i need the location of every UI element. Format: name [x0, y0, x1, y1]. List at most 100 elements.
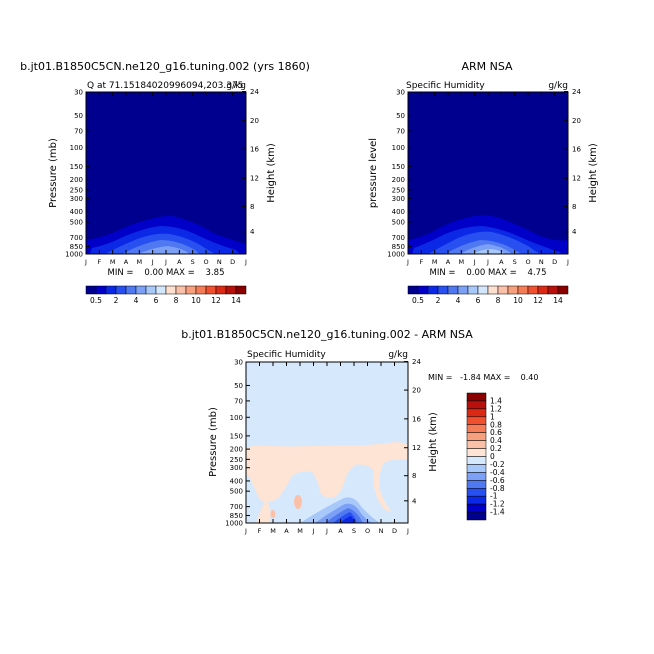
y-tick-label: 500	[70, 218, 83, 226]
y-tick-label: 30	[74, 89, 83, 97]
y-tick-label: 300	[230, 464, 243, 472]
colorbar-label: 14	[553, 296, 563, 305]
colorbar-label: 6	[154, 296, 159, 305]
colorbar-swatch	[477, 285, 489, 295]
panel-subtitle-right: g/kg	[388, 350, 408, 360]
colorbar-label: 0.5	[412, 296, 424, 305]
min-max-stats: MIN = 0.00 MAX = 3.85	[108, 268, 225, 278]
y-tick-label: 700	[230, 503, 243, 511]
y-tick-label-right: 8	[250, 203, 254, 211]
x-tick-label: J	[244, 258, 247, 266]
colorbar-swatch	[195, 285, 207, 295]
y-tick-label: 100	[230, 414, 243, 422]
y-tick-label: 70	[74, 128, 83, 136]
x-tick-label: S	[352, 527, 356, 535]
colorbar-swatch	[487, 285, 499, 295]
y-axis-label-right: Height (km)	[588, 143, 599, 203]
min-max-stats: MIN = 0.00 MAX = 4.75	[430, 268, 547, 278]
x-tick-label: J	[164, 258, 167, 266]
y-tick-label: 100	[70, 144, 83, 152]
colorbar-swatch	[225, 285, 237, 295]
y-tick-label: 850	[230, 512, 243, 520]
colorbar-label: 2	[436, 296, 441, 305]
colorbar-label: -1.2	[490, 500, 505, 509]
colorbar-swatch	[115, 285, 127, 295]
x-tick-label: D	[230, 258, 235, 266]
colorbar-swatch	[466, 472, 487, 481]
colorbar-top-observation: 0.5 2 4 6 8 10 12 14	[407, 285, 569, 305]
x-tick-label: O	[203, 258, 208, 266]
y-tick-label: 400	[230, 477, 243, 485]
x-tick-label: M	[270, 527, 276, 535]
x-tick-label: F	[97, 258, 101, 266]
colorbar-label: 0.5	[90, 296, 102, 305]
y-tick-label: 500	[392, 218, 405, 226]
colorbar-swatch	[427, 285, 439, 295]
panel-title: b.jt01.B1850C5CN.ne120_g16.tuning.002 (y…	[20, 60, 310, 73]
x-tick-label: A	[284, 527, 289, 535]
colorbar-swatch	[135, 285, 147, 295]
colorbar-swatch	[417, 285, 429, 295]
y-tick-label-right: 16	[250, 146, 259, 154]
colorbar-swatch	[95, 285, 107, 295]
colorbar-swatch	[467, 285, 479, 295]
y-tick-label: 50	[234, 382, 243, 390]
y-tick-label: 700	[392, 234, 405, 242]
colorbar-swatch	[537, 285, 549, 295]
x-tick-label: M	[432, 258, 438, 266]
colorbar-swatch	[85, 285, 97, 295]
colorbar-label: 0	[490, 452, 495, 461]
colorbar-difference: 1.41.210.80.60.40.20-0.2-0.4-0.6-0.8-1-1…	[466, 392, 505, 521]
x-tick-label: J	[151, 258, 154, 266]
colorbar-swatch	[457, 285, 469, 295]
colorbar-swatch	[437, 285, 449, 295]
colorbar-swatch	[466, 488, 487, 497]
panel-subtitle-right: g/kg	[226, 81, 246, 91]
colorbar-label: 14	[231, 296, 241, 305]
colorbar-label: 1.4	[490, 396, 502, 405]
contour-level-5	[138, 246, 190, 254]
y-tick-label: 150	[392, 163, 405, 171]
x-tick-label: A	[338, 527, 343, 535]
y-tick-label-right: 4	[250, 228, 255, 236]
colorbar-swatch	[507, 285, 519, 295]
panel-subtitle-right: g/kg	[548, 81, 568, 91]
y-tick-label-right: 12	[250, 175, 259, 183]
y-tick-label: 400	[70, 208, 83, 216]
x-tick-label: J	[406, 527, 409, 535]
y-axis-label-right: Height (km)	[428, 412, 439, 472]
panel-subtitle-left: Specific Humidity	[406, 81, 485, 91]
y-tick-label: 250	[70, 186, 83, 194]
y-tick-label-right: 8	[572, 203, 576, 211]
colorbar-swatch	[466, 432, 487, 441]
x-tick-label: J	[325, 527, 328, 535]
y-axis-right: 24 20 16 12 8 4	[242, 88, 259, 236]
colorbar-swatch	[466, 464, 487, 473]
x-tick-label: N	[539, 258, 544, 266]
y-tick-label: 300	[392, 195, 405, 203]
y-tick-label-right: 20	[412, 387, 421, 395]
colorbar-swatch	[466, 495, 487, 505]
x-tick-label: J	[84, 258, 87, 266]
y-tick-label: 250	[392, 186, 405, 194]
y-tick-label: 300	[70, 195, 83, 203]
colorbar-swatch	[205, 285, 217, 295]
y-tick-label-right: 24	[250, 88, 259, 96]
colorbar-label: -0.6	[490, 476, 505, 485]
colorbar-label: 4	[456, 296, 461, 305]
y-axis-label: pressure level	[368, 138, 379, 208]
colorbar-swatch	[185, 285, 197, 295]
y-tick-label-right: 20	[572, 117, 581, 125]
y-tick-label-right: 12	[412, 444, 421, 452]
x-tick-label: F	[258, 527, 262, 535]
colorbar-label: 12	[211, 296, 221, 305]
panel-difference: b.jt01.B1850C5CN.ne120_g16.tuning.002 - …	[181, 328, 538, 535]
x-tick-label: M	[137, 258, 143, 266]
x-tick-label: A	[124, 258, 129, 266]
y-tick-label: 30	[234, 359, 243, 367]
contour-field	[246, 362, 408, 523]
y-tick-label: 400	[392, 208, 405, 216]
colorbar-swatch	[466, 408, 487, 418]
